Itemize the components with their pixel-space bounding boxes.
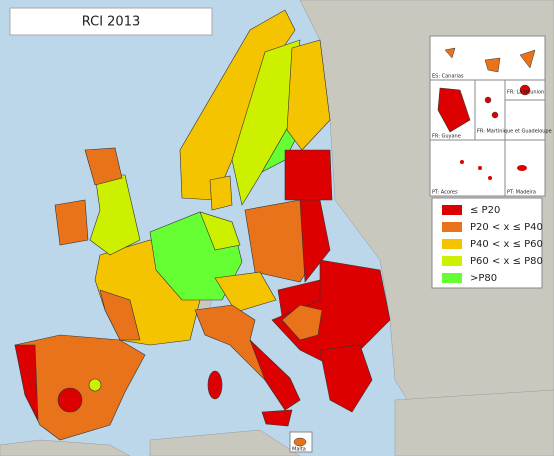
legend-label: >P80 <box>470 273 497 284</box>
title-box <box>9 7 213 36</box>
inset-label: FR: La Réunion <box>507 89 544 96</box>
inset-label: Malta <box>292 447 306 453</box>
legend-label: P40 < x ≤ P60 <box>470 239 543 250</box>
legend-swatch <box>442 256 462 266</box>
inset-label: ES: Canarias <box>432 74 464 80</box>
legend-label: P60 < x ≤ P80 <box>470 256 543 267</box>
inset-label: PT: Acores <box>432 190 458 196</box>
inset-label: PT: Madeira <box>507 190 536 196</box>
legend-swatch <box>442 205 462 215</box>
legend-swatch <box>442 239 462 249</box>
inset-label: FR: Guyane <box>432 134 461 140</box>
legend-label: P20 < x ≤ P40 <box>470 222 543 233</box>
legend: ≤ P20 P20 < x ≤ P40 P40 < x ≤ P60 P60 < x ≤… <box>431 197 543 289</box>
regions <box>14 9 391 451</box>
legend-swatch <box>442 273 462 283</box>
title: RCI 2013 <box>82 15 141 30</box>
legend-label: ≤ P20 <box>470 205 500 216</box>
inset-label: FR: Martinique et Guadeloupe <box>477 129 552 135</box>
legend-swatch <box>442 222 462 232</box>
insets: ES: Canarias FR: La Réunion FR: Guyane F… <box>289 35 552 453</box>
